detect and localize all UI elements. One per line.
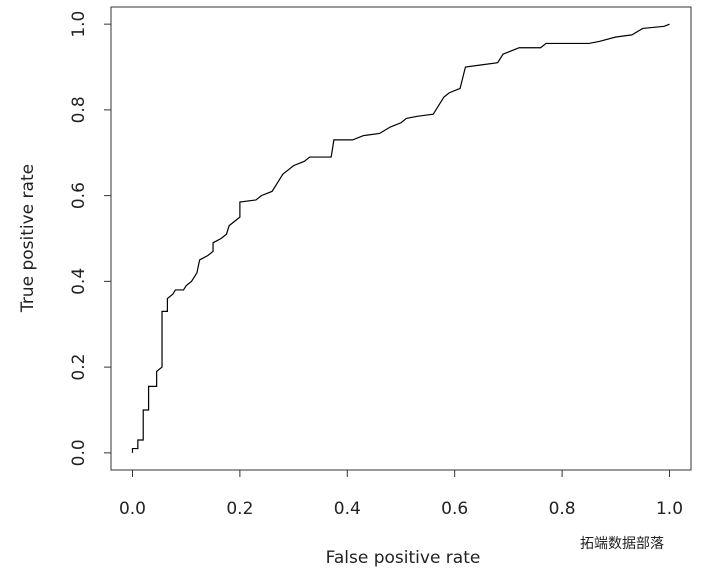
watermark: 拓端数据部落: [580, 536, 664, 552]
y-tick-label: 0.6: [69, 182, 89, 209]
roc-curve: [131, 23, 670, 453]
y-tick-label: 1.0: [69, 11, 89, 38]
x-tick-label: 0.8: [549, 499, 576, 519]
x-tick-label: 0.4: [334, 499, 361, 519]
x-tick-label: 0.0: [119, 499, 146, 519]
x-tick-label: 0.6: [441, 499, 468, 519]
x-tick-label: 1.0: [656, 499, 683, 519]
y-tick-label: 0.0: [69, 439, 89, 466]
y-tick-label: 0.8: [69, 96, 89, 123]
y-tick-label: 0.4: [69, 268, 89, 295]
x-axis-label: False positive rate: [326, 548, 481, 568]
x-tick-label: 0.2: [226, 499, 253, 519]
y-axis-label: True positive rate: [18, 164, 38, 313]
plot-frame: [110, 6, 692, 471]
y-tick-label: 0.2: [69, 354, 89, 381]
